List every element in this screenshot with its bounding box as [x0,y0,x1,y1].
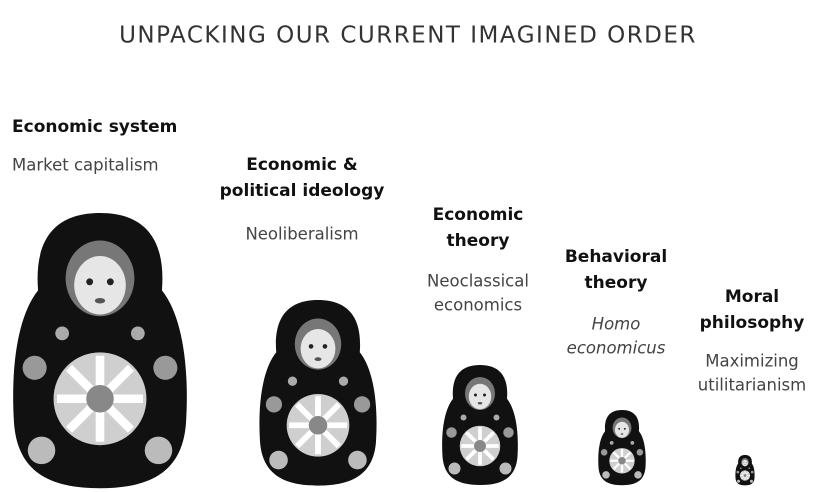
item-heading: Moral [725,287,779,307]
item-heading: Behavioral [565,247,667,267]
diagram: UNPACKING OUR CURRENT IMAGINED ORDER Eco… [0,0,816,492]
page: UNPACKING OUR CURRENT IMAGINED ORDER Eco… [0,0,816,492]
doll [598,410,645,485]
item-detail: Neoliberalism [245,225,358,244]
item-heading: theory [585,273,648,293]
item-heading: political ideology [220,181,385,201]
item-heading: philosophy [700,313,805,333]
title: UNPACKING OUR CURRENT IMAGINED ORDER [119,23,697,49]
doll [13,213,187,488]
item-detail: economicus [567,339,666,358]
item-detail: Homo [592,315,641,334]
item-detail: utilitarianism [698,376,806,395]
doll [442,365,518,485]
item-detail: Maximizing [705,352,799,371]
doll [259,300,376,486]
doll [735,455,754,485]
item-detail: Neoclassical [427,272,529,291]
item-heading: Economic [433,205,524,225]
item-detail: economics [434,296,522,315]
item-heading: Economic system [12,117,177,137]
item-heading: theory [447,231,510,251]
item-detail: Market capitalism [12,156,159,175]
item-heading: Economic & [246,155,358,175]
